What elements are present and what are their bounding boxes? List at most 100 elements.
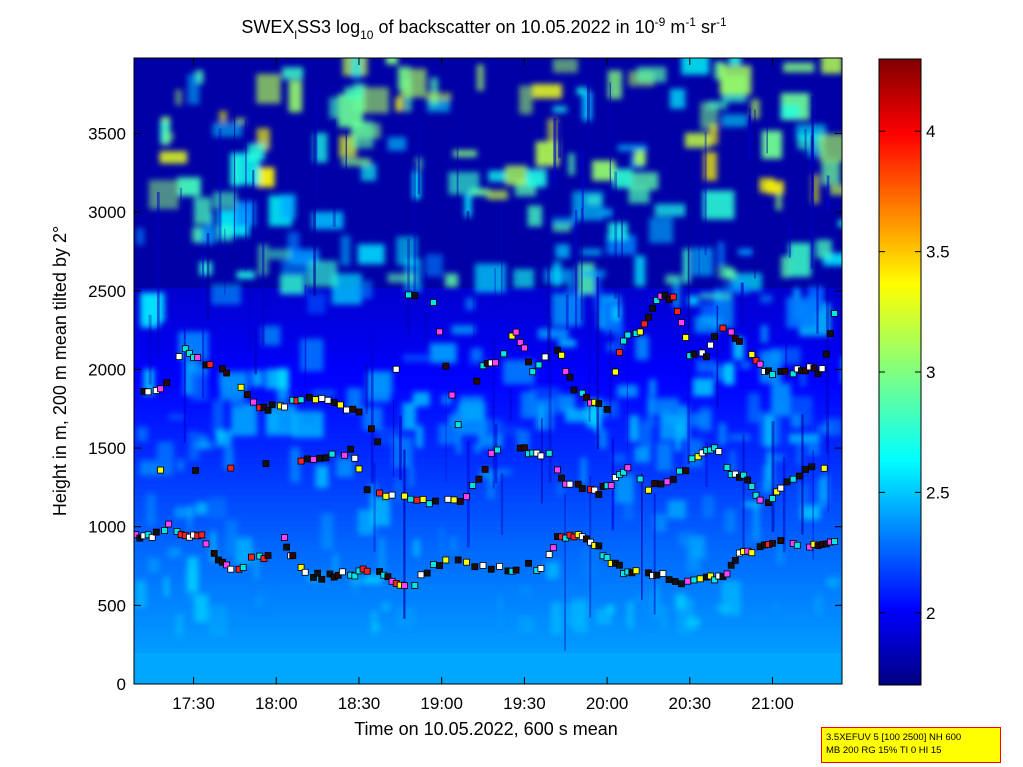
cloud-marker bbox=[436, 562, 444, 569]
cloud-marker bbox=[223, 561, 231, 569]
heatmap-band bbox=[134, 570, 842, 578]
heatmap-band bbox=[134, 130, 842, 138]
cloud-marker bbox=[595, 400, 603, 408]
heatmap-band bbox=[134, 155, 842, 163]
cloud-marker bbox=[330, 399, 338, 407]
cloud-marker bbox=[425, 500, 433, 508]
heatmap-patch bbox=[628, 187, 650, 204]
heatmap-streak bbox=[698, 161, 700, 278]
cloud-marker bbox=[822, 350, 830, 358]
heatmap-patch bbox=[465, 297, 475, 311]
heatmap-patch bbox=[681, 58, 710, 75]
cloud-marker bbox=[653, 296, 661, 304]
processing-info-box: 3.5XEFUV 5 [100 2500] NH 600 MB 200 RG 1… bbox=[821, 727, 1001, 763]
heatmap-patch bbox=[648, 393, 654, 421]
cloud-marker bbox=[603, 554, 611, 561]
heatmap-patch bbox=[494, 468, 512, 476]
heatmap-band bbox=[134, 312, 842, 320]
cloud-marker bbox=[355, 465, 363, 473]
heatmap-patch bbox=[518, 616, 535, 634]
cloud-marker bbox=[752, 357, 760, 365]
heatmap-band bbox=[134, 627, 842, 635]
heatmap-streak bbox=[804, 128, 807, 166]
heatmap-patch bbox=[355, 280, 373, 299]
cloud-marker bbox=[796, 472, 803, 480]
heatmap-band bbox=[134, 646, 842, 654]
heatmap-patch bbox=[287, 232, 300, 261]
cloud-marker bbox=[711, 333, 718, 341]
heatmap-patch bbox=[208, 605, 228, 637]
heatmap-band bbox=[134, 382, 842, 389]
heatmap-patch bbox=[709, 124, 719, 145]
heatmap-patch bbox=[558, 339, 577, 347]
heatmap-patch bbox=[580, 457, 587, 485]
heatmap-patch bbox=[552, 217, 576, 227]
cloud-marker bbox=[413, 496, 421, 504]
heatmap-patch bbox=[641, 419, 656, 428]
heatmap-band bbox=[134, 105, 842, 112]
cloud-marker bbox=[620, 337, 627, 345]
heatmap-patch bbox=[552, 293, 583, 327]
cloud-marker bbox=[649, 304, 656, 312]
heatmap-patch bbox=[445, 273, 459, 288]
heatmap-patch bbox=[194, 594, 209, 623]
cloud-marker bbox=[419, 495, 427, 503]
cloud-marker bbox=[723, 570, 731, 578]
heatmap-patch bbox=[482, 419, 503, 433]
heatmap-patch bbox=[139, 460, 158, 476]
cloud-marker bbox=[541, 353, 549, 361]
heatmap-streak bbox=[315, 84, 318, 198]
heatmap-patch bbox=[225, 519, 238, 557]
heatmap-patch bbox=[168, 414, 185, 420]
heatmap-patch bbox=[488, 170, 509, 182]
heatmap-patch bbox=[634, 255, 646, 287]
y-tick-label: 1000 bbox=[88, 518, 126, 537]
cloud-marker bbox=[707, 341, 714, 349]
cloud-marker bbox=[773, 488, 781, 496]
heatmap-patch bbox=[164, 133, 174, 141]
cloud-marker bbox=[616, 348, 623, 356]
heatmap-patch bbox=[752, 503, 760, 540]
heatmap-patch bbox=[654, 203, 686, 217]
cloud-marker bbox=[268, 401, 276, 409]
cloud-marker bbox=[789, 370, 797, 378]
cloud-marker bbox=[769, 371, 776, 378]
heatmap-patch bbox=[199, 261, 213, 276]
cloud-marker bbox=[355, 408, 363, 416]
cloud-marker bbox=[247, 553, 255, 561]
heatmap-patch bbox=[476, 64, 485, 91]
heatmap-patch bbox=[701, 318, 724, 325]
heatmap-band bbox=[134, 400, 842, 408]
heatmap-patch bbox=[634, 149, 646, 166]
heatmap-patch bbox=[580, 547, 600, 580]
cloud-marker bbox=[698, 349, 706, 357]
heatmap-patch bbox=[775, 185, 783, 211]
cloud-marker bbox=[382, 492, 390, 500]
heatmap-patch bbox=[552, 106, 567, 113]
heatmap-patch bbox=[395, 478, 402, 502]
heatmap-patch bbox=[453, 150, 477, 158]
heatmap-band bbox=[134, 92, 842, 100]
heatmap-patch bbox=[547, 118, 558, 145]
heatmap-patch bbox=[546, 561, 560, 579]
heatmap-band bbox=[134, 256, 842, 263]
cloud-marker bbox=[494, 446, 501, 454]
cloud-marker bbox=[322, 454, 330, 462]
heatmap-band bbox=[134, 665, 842, 672]
heatmap-patch bbox=[819, 134, 842, 162]
heatmap-patch bbox=[235, 118, 246, 125]
cloud-marker bbox=[624, 331, 632, 339]
heatmap-patch bbox=[728, 433, 751, 441]
heatmap-streak bbox=[494, 268, 496, 368]
cloud-marker bbox=[719, 324, 727, 332]
cloud-marker bbox=[645, 313, 652, 321]
heatmap-patch bbox=[371, 610, 378, 635]
heatmap-patch bbox=[451, 325, 476, 335]
heatmap-band bbox=[134, 199, 842, 207]
heatmap-streak bbox=[588, 310, 591, 422]
heatmap-band bbox=[134, 407, 842, 414]
heatmap-streaks bbox=[148, 74, 830, 651]
cloud-marker bbox=[405, 291, 413, 299]
heatmap-patch bbox=[566, 603, 586, 627]
heatmap-patch bbox=[341, 158, 371, 166]
